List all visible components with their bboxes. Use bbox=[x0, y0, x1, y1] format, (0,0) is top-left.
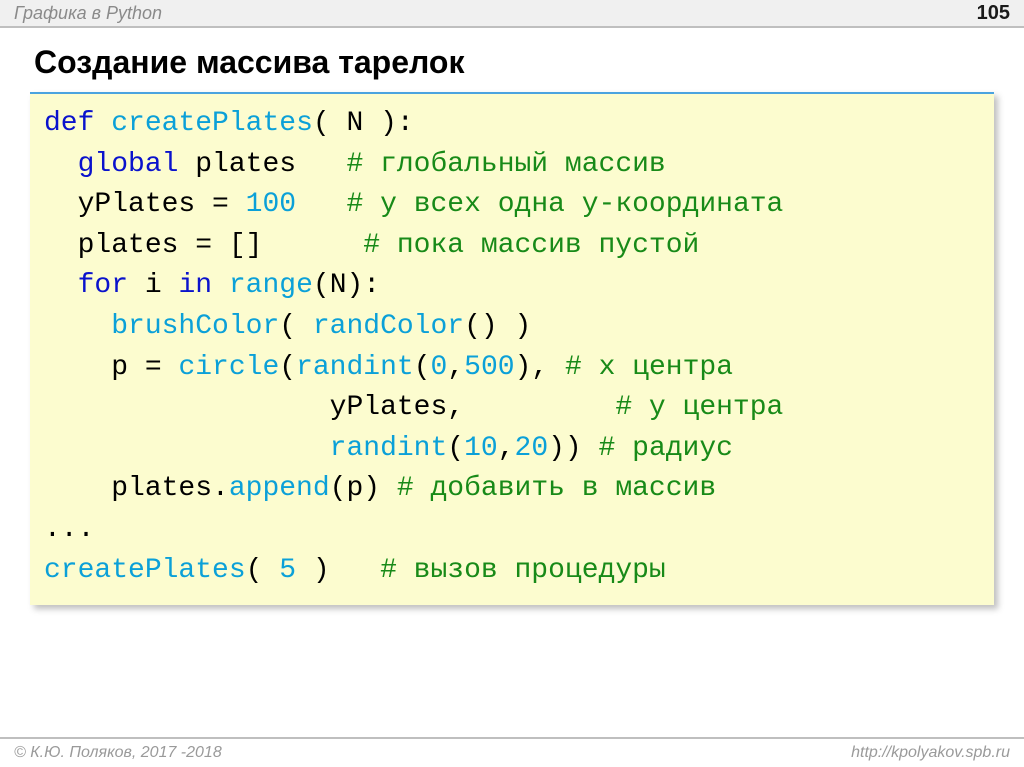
func-brushColor: brushColor bbox=[111, 311, 279, 342]
func-randColor: randColor bbox=[313, 311, 464, 342]
code-text: yPlates, bbox=[330, 392, 616, 423]
code-indent bbox=[44, 473, 111, 504]
slide-heading: Создание массива тарелок bbox=[34, 44, 464, 81]
code-text bbox=[296, 189, 346, 220]
code-block: def createPlates( N ): global plates # г… bbox=[44, 104, 980, 591]
keyword-global: global bbox=[78, 149, 179, 180]
footer-copyright: © К.Ю. Поляков, 2017 -2018 bbox=[14, 744, 222, 762]
code-panel: def createPlates( N ): global plates # г… bbox=[30, 92, 994, 605]
code-text: ( bbox=[447, 433, 464, 464]
footer-url: http://kpolyakov.spb.ru bbox=[851, 744, 1010, 762]
code-indent bbox=[44, 311, 111, 342]
code-text: p = bbox=[111, 352, 178, 383]
comment: # у всех одна y-координата bbox=[346, 189, 783, 220]
keyword-def: def bbox=[44, 108, 94, 139]
code-text: ... bbox=[44, 514, 94, 545]
number-literal: 0 bbox=[431, 352, 448, 383]
code-text: plates bbox=[178, 149, 346, 180]
code-text: ( bbox=[246, 555, 280, 586]
code-text: plates. bbox=[111, 473, 229, 504]
code-text bbox=[212, 270, 229, 301]
comment: # y центра bbox=[615, 392, 783, 423]
code-text: , bbox=[447, 352, 464, 383]
func-append: append bbox=[229, 473, 330, 504]
number-literal: 10 bbox=[464, 433, 498, 464]
code-indent bbox=[44, 230, 78, 261]
code-indent bbox=[44, 270, 78, 301]
comment: # глобальный массив bbox=[346, 149, 665, 180]
code-indent bbox=[44, 433, 330, 464]
code-indent bbox=[44, 189, 78, 220]
comment: # добавить в массив bbox=[397, 473, 716, 504]
page-number: 105 bbox=[977, 2, 1010, 25]
code-text: ) bbox=[296, 555, 380, 586]
number-literal: 100 bbox=[246, 189, 296, 220]
comment: # вызов процедуры bbox=[380, 555, 666, 586]
code-text: , bbox=[498, 433, 515, 464]
code-text: (p) bbox=[330, 473, 397, 504]
comment: # пока массив пустой bbox=[363, 230, 699, 261]
code-text: (N): bbox=[313, 270, 380, 301]
code-indent bbox=[44, 392, 330, 423]
code-text: ( N ): bbox=[313, 108, 414, 139]
keyword-for: for bbox=[78, 270, 128, 301]
topbar: Графика в Python 105 bbox=[0, 0, 1024, 28]
code-text: () ) bbox=[464, 311, 531, 342]
slide: Графика в Python 105 Создание массива та… bbox=[0, 0, 1024, 767]
code-text: ( bbox=[279, 311, 313, 342]
code-text: ( bbox=[414, 352, 431, 383]
func-range: range bbox=[229, 270, 313, 301]
footer: © К.Ю. Поляков, 2017 -2018 http://kpolya… bbox=[0, 737, 1024, 767]
code-text: yPlates = bbox=[78, 189, 246, 220]
code-text: plates = [] bbox=[78, 230, 364, 261]
code-indent bbox=[44, 352, 111, 383]
func-createPlates: createPlates bbox=[111, 108, 313, 139]
number-literal: 500 bbox=[464, 352, 514, 383]
func-randint: randint bbox=[296, 352, 414, 383]
code-text: ( bbox=[279, 352, 296, 383]
code-text: )) bbox=[548, 433, 598, 464]
number-literal: 5 bbox=[279, 555, 296, 586]
func-createPlates-call: createPlates bbox=[44, 555, 246, 586]
topbar-title: Графика в Python bbox=[14, 3, 162, 24]
code-indent bbox=[44, 149, 78, 180]
func-circle: circle bbox=[178, 352, 279, 383]
comment: # радиус bbox=[599, 433, 733, 464]
code-text: i bbox=[128, 270, 178, 301]
code-text: ), bbox=[515, 352, 565, 383]
number-literal: 20 bbox=[515, 433, 549, 464]
func-randint: randint bbox=[330, 433, 448, 464]
keyword-in: in bbox=[178, 270, 212, 301]
comment: # x центра bbox=[565, 352, 733, 383]
